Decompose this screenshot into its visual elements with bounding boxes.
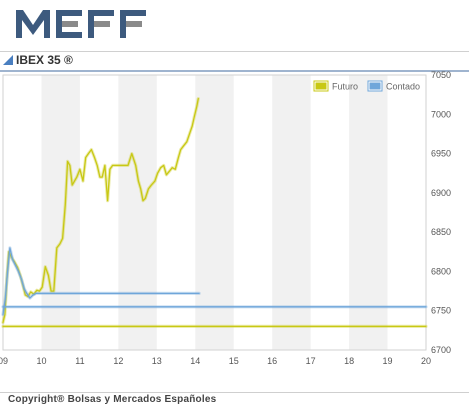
legend-label-contado: Contado: [386, 82, 420, 92]
x-tick-label-10: 10: [36, 356, 46, 366]
x-tick-label-18: 18: [344, 356, 354, 366]
series-futuro-glow-0: [1, 97, 200, 325]
band-12: [118, 75, 157, 350]
x-tick-label-15: 15: [229, 356, 239, 366]
x-tick-label-20: 20: [421, 356, 431, 366]
y-tick-label-6800: 6800: [431, 266, 451, 276]
series-contado-line-1: [2, 247, 200, 316]
meff-logo-graphic: [16, 10, 146, 38]
band-16: [272, 75, 311, 350]
y-tick-label-7050: 7050: [431, 70, 451, 80]
series-contado-glow-1: [1, 246, 201, 317]
x-tick-label-16: 16: [267, 356, 277, 366]
x-axis-ticks: 09 10 11 12 13 14 15 16 17 18 19 20: [0, 356, 431, 366]
plot-border: [2, 74, 427, 351]
triangle-marker-icon: [3, 55, 13, 65]
series-futuro-line-0: [2, 97, 199, 324]
chart-title: IBEX 35 ®: [16, 53, 73, 67]
legend-label-futuro: Futuro: [332, 82, 358, 92]
legend-swatch-futuro: [315, 82, 327, 90]
legend-swatch-contado: [369, 82, 381, 90]
y-tick-label-6950: 6950: [431, 149, 451, 159]
y-tick-label-7000: 7000: [431, 109, 451, 119]
meff-logo: [14, 4, 154, 48]
chart-header: IBEX 35 ®: [0, 51, 469, 72]
y-tick-label-6750: 6750: [431, 306, 451, 316]
legend: Futuro Contado: [313, 80, 420, 92]
x-tick-label-12: 12: [113, 356, 123, 366]
y-tick-label-6700: 6700: [431, 345, 451, 355]
band-14: [195, 75, 234, 350]
x-tick-label-09: 09: [0, 356, 8, 366]
copyright-text: Copyright® Bolsas y Mercados Españoles: [8, 394, 217, 405]
plot-frame: [2, 74, 427, 351]
series-lines: [1, 97, 428, 328]
x-tick-label-14: 14: [190, 356, 200, 366]
ibex-chart: 09 10 11 12 13 14 15 16 17 18 19 20 6700 6750 6800 685…: [0, 70, 451, 366]
x-tick-label-13: 13: [152, 356, 162, 366]
x-tick-label-17: 17: [306, 356, 316, 366]
footer-divider: [0, 392, 469, 393]
band-18: [349, 75, 388, 350]
band-10: [41, 75, 80, 350]
background-bands: [41, 75, 388, 350]
y-tick-label-6850: 6850: [431, 227, 451, 237]
y-axis-ticks: 6700 6750 6800 6850 6900 6950 7000 7050: [431, 70, 451, 355]
x-tick-label-11: 11: [75, 356, 84, 366]
x-tick-label-19: 19: [383, 356, 393, 366]
y-tick-label-6900: 6900: [431, 188, 451, 198]
